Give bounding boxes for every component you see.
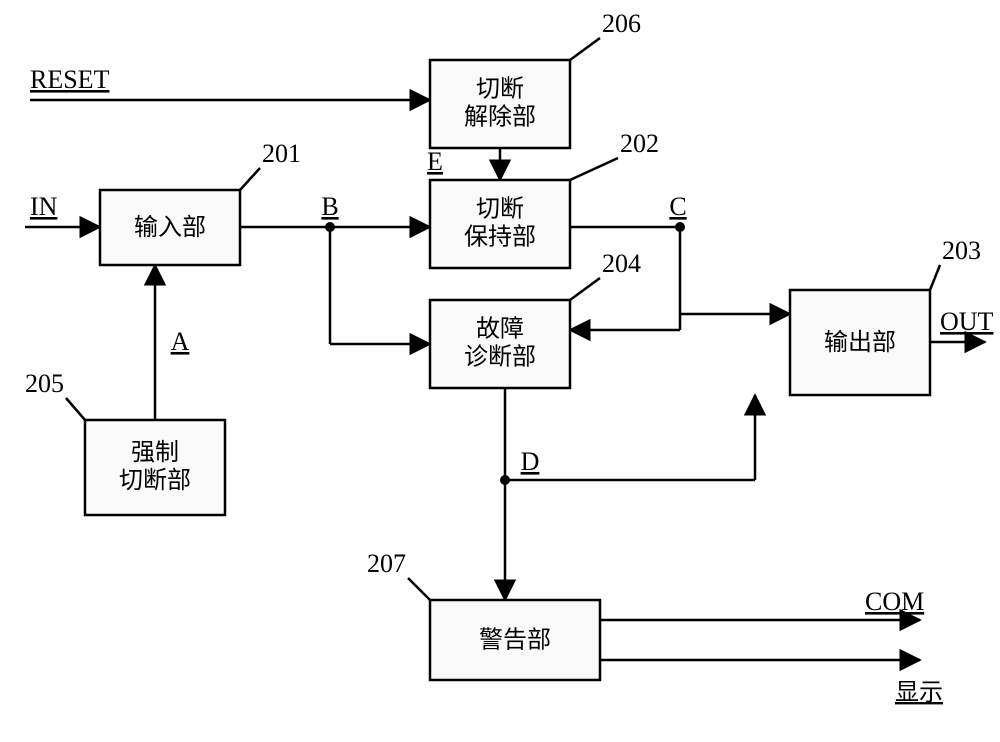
block-b205-line1: 强制: [131, 439, 179, 466]
io-label-com: COM: [865, 587, 924, 616]
ref-b206: 206: [602, 9, 641, 38]
io-label-in: IN: [30, 192, 58, 221]
ref-b203: 203: [942, 236, 981, 265]
leader-b207: [408, 578, 430, 600]
block-b206: 切断解除部: [430, 60, 570, 148]
signal-label-B: B: [321, 192, 338, 221]
block-b203: 输出部: [790, 290, 930, 395]
signal-label-C: C: [669, 192, 686, 221]
block-b201-line1: 输入部: [134, 214, 206, 241]
leader-b205: [66, 398, 85, 420]
ref-b202: 202: [620, 129, 659, 158]
block-b202-line2: 保持部: [464, 224, 536, 251]
leader-b204: [570, 278, 600, 300]
block-b201: 输入部: [100, 190, 240, 265]
junction-jD: [500, 475, 510, 485]
junction-jB: [325, 222, 335, 232]
ref-b204: 204: [602, 249, 641, 278]
junction-jC: [675, 222, 685, 232]
io-label-out: OUT: [940, 307, 994, 336]
block-b204-line2: 诊断部: [464, 344, 536, 371]
leader-b203: [930, 265, 940, 290]
io-label-display: 显示: [895, 680, 943, 706]
signal-label-A: A: [171, 327, 190, 356]
block-b204: 故障诊断部: [430, 300, 570, 388]
block-b204-line1: 故障: [476, 316, 524, 343]
block-b203-line1: 输出部: [824, 329, 896, 356]
block-diagram: 输入部切断保持部输出部故障诊断部强制切断部切断解除部警告部 2012022032…: [0, 0, 1000, 742]
ref-b201: 201: [262, 139, 301, 168]
signal-label-D: D: [521, 447, 540, 476]
blocks: 输入部切断保持部输出部故障诊断部强制切断部切断解除部警告部: [85, 60, 930, 680]
ref-b207: 207: [367, 549, 406, 578]
block-b206-line1: 切断: [476, 76, 524, 103]
block-b207: 警告部: [430, 600, 600, 680]
leader-b202: [570, 158, 618, 180]
leader-b206: [570, 38, 600, 60]
ref-b205: 205: [25, 369, 64, 398]
leader-b201: [240, 168, 260, 190]
io-label-reset: RESET: [30, 65, 110, 94]
block-b206-line2: 解除部: [464, 104, 536, 131]
block-b202: 切断保持部: [430, 180, 570, 268]
block-b202-line1: 切断: [476, 196, 524, 223]
signal-label-E: E: [427, 147, 443, 176]
block-b205-line2: 切断部: [119, 467, 191, 494]
block-b207-line1: 警告部: [479, 627, 551, 654]
block-b205: 强制切断部: [85, 420, 225, 515]
